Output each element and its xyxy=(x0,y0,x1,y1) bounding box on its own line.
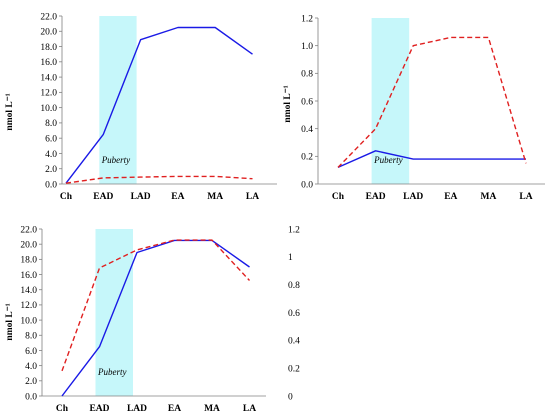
x-tick-label: Ch xyxy=(56,404,69,414)
x-tick-label: LA xyxy=(519,192,532,202)
y-tick-label: 1.2 xyxy=(301,14,313,24)
y-tick-label: 0.4 xyxy=(301,125,313,135)
chart-panel-top-right: Puberty 0.0 0.2 0.4 0.6 0.8 1.0 1.2 nmol L⁻¹ Ch EA… xyxy=(283,14,545,202)
y-tick-label: 2.0 xyxy=(25,377,37,387)
x-tick-label: Ch xyxy=(60,192,73,202)
x-tick-label: MA xyxy=(207,192,223,202)
x-tick-label: EA xyxy=(171,192,184,202)
y-axis-label: nmol L⁻¹ xyxy=(5,93,15,130)
y-tick-label: 1.0 xyxy=(301,42,313,52)
x-tick-label: LAD xyxy=(127,404,147,414)
y-tick-label: 4.0 xyxy=(45,150,57,160)
series-line-dashed xyxy=(61,239,251,372)
y-tick-label: 22.0 xyxy=(20,225,37,235)
x-tick-label: MA xyxy=(480,192,496,202)
x-tick-label: LA xyxy=(246,192,259,202)
y-tick-label: 0.0 xyxy=(25,392,37,402)
x-tick-label: Ch xyxy=(332,192,345,202)
y-tick-label: 0.6 xyxy=(301,97,313,107)
y-tick-label: 6.0 xyxy=(45,134,57,144)
x-tick-label: EA xyxy=(444,192,457,202)
y-tick-label: 14.0 xyxy=(40,73,57,83)
puberty-label: Puberty xyxy=(373,155,403,165)
puberty-band xyxy=(95,229,133,396)
y-tick-label: 0.2 xyxy=(301,153,313,163)
puberty-label: Puberty xyxy=(97,367,127,377)
x-tick-label: LAD xyxy=(403,192,423,202)
y-axis-label: nmol L⁻¹ xyxy=(5,303,15,340)
x-tick-label: EAD xyxy=(93,192,113,202)
x-tick-label: LAD xyxy=(131,192,151,202)
puberty-label: Puberty xyxy=(101,155,131,165)
y-tick-label: 4.0 xyxy=(25,362,37,372)
y-tick-label: 0.8 xyxy=(301,70,313,80)
series-line-dashed xyxy=(65,175,253,184)
chart-panel-top-left: Puberty 0.0 2.0 4.0 6.0 8.0 10.0 12.0 14.0 16.0 18… xyxy=(5,12,277,202)
y2-tick-label: 0.8 xyxy=(288,281,300,291)
y-tick-label: 0.0 xyxy=(301,180,313,190)
x-tick-label: EAD xyxy=(366,192,386,202)
series-line-solid xyxy=(65,26,253,184)
y2-tick-label: 0.6 xyxy=(288,309,300,319)
y-tick-label: 16.0 xyxy=(40,58,57,68)
y-tick-label: 0.0 xyxy=(45,180,57,190)
y-tick-label: 10.0 xyxy=(20,316,37,326)
y-tick-label: 14.0 xyxy=(20,286,37,296)
y-axis-label: nmol L⁻¹ xyxy=(283,85,293,122)
x-tick-label: MA xyxy=(204,404,220,414)
y2-tick-label: 0.4 xyxy=(288,337,300,347)
y2-tick-label: 1.2 xyxy=(288,225,300,235)
y2-tick-label: 0.2 xyxy=(288,364,300,374)
y-tick-label: 8.0 xyxy=(25,332,37,342)
puberty-band xyxy=(99,16,137,184)
series-line-solid xyxy=(337,150,526,169)
series-line-dashed xyxy=(337,36,527,168)
chart-panel-bottom-left: Puberty 0.0 2.0 4.0 6.0 8.0 10.0 12.0 14.0 16.0 18… xyxy=(5,225,300,414)
y-tick-label: 22.0 xyxy=(40,12,57,22)
y-tick-label: 20.0 xyxy=(20,240,37,250)
x-tick-label: EAD xyxy=(89,404,109,414)
y-tick-label: 16.0 xyxy=(20,271,37,281)
series-line-solid xyxy=(61,239,250,397)
y-tick-label: 20.0 xyxy=(40,28,57,38)
y-tick-label: 18.0 xyxy=(40,43,57,53)
y-tick-label: 12.0 xyxy=(20,301,37,311)
y2-tick-label: 0 xyxy=(288,392,293,402)
x-tick-label: EA xyxy=(168,404,181,414)
y-tick-label: 8.0 xyxy=(45,119,57,129)
y-tick-label: 18.0 xyxy=(20,256,37,266)
y-tick-label: 2.0 xyxy=(45,165,57,175)
y-tick-label: 10.0 xyxy=(40,104,57,114)
y2-tick-label: 1 xyxy=(288,253,293,263)
y-tick-label: 6.0 xyxy=(25,347,37,357)
y-tick-label: 12.0 xyxy=(40,89,57,99)
x-tick-label: LA xyxy=(243,404,256,414)
